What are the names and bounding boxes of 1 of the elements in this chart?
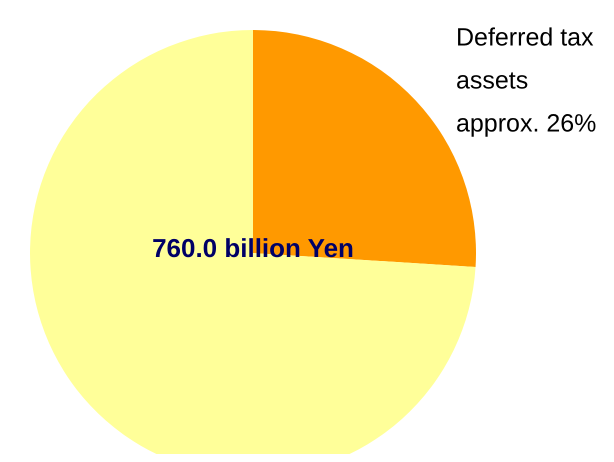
data-label: approx. 26% — [456, 110, 596, 138]
